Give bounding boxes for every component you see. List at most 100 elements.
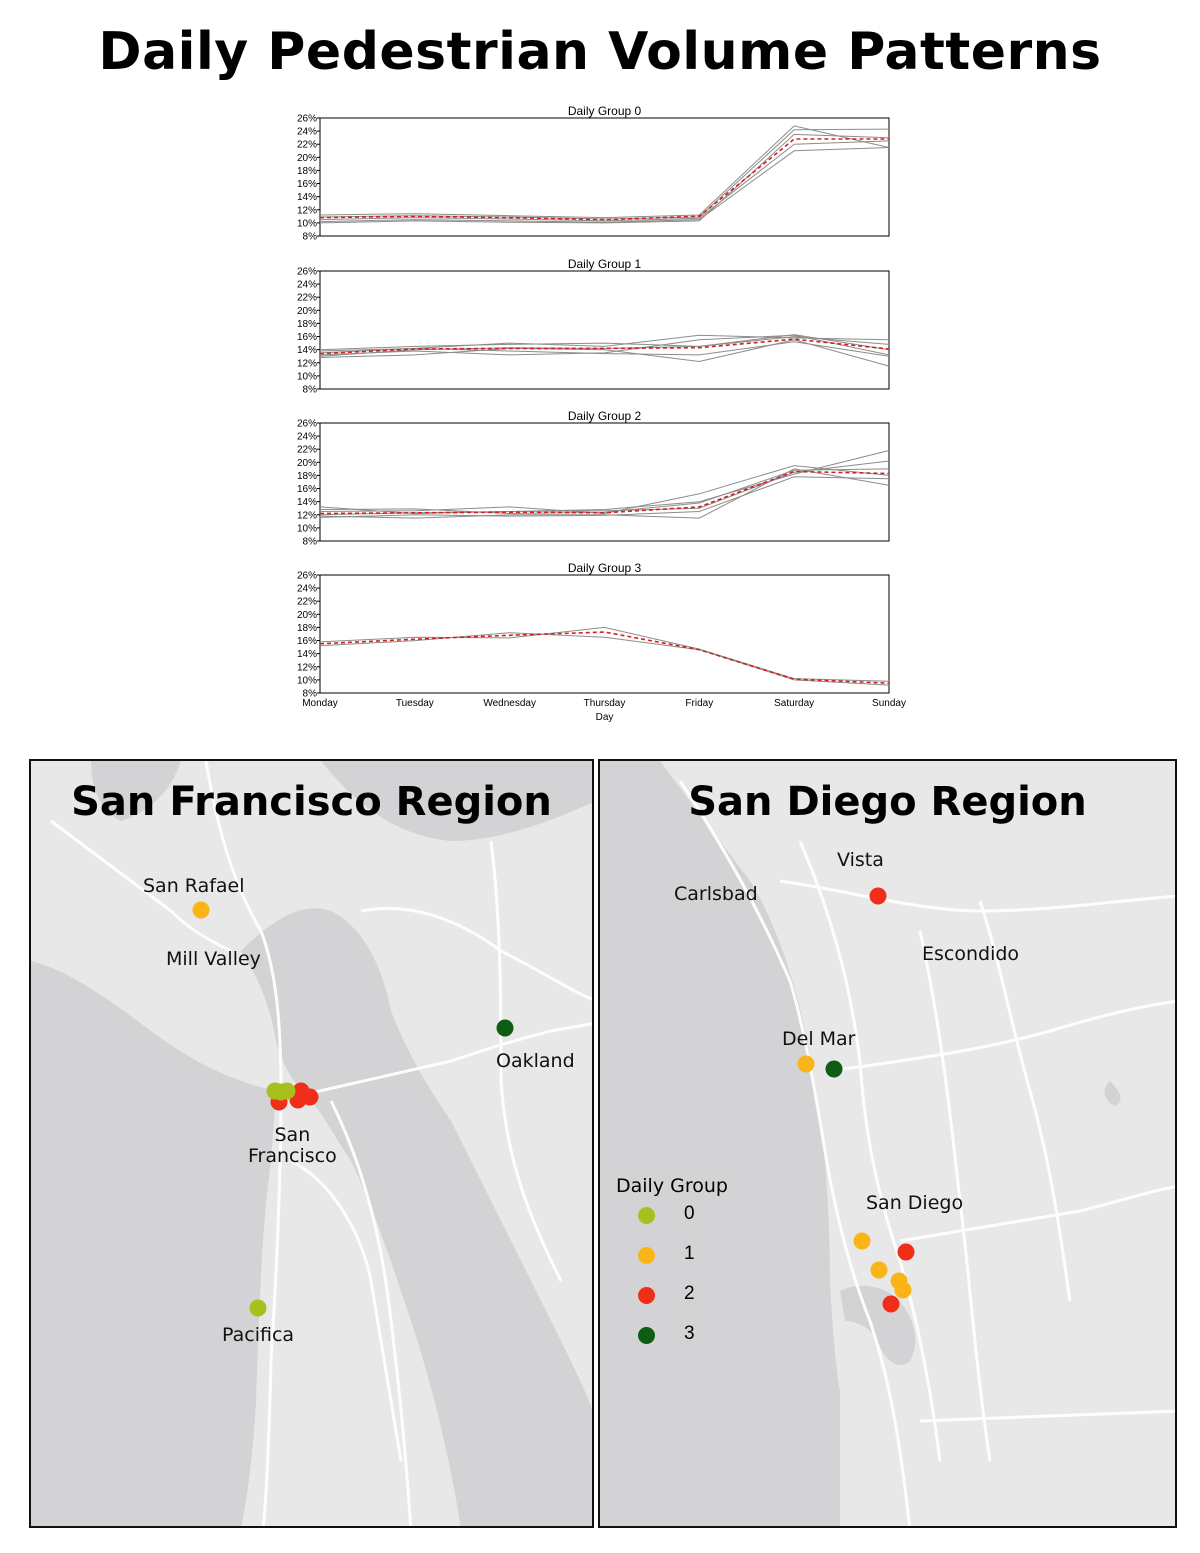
series-line xyxy=(319,468,890,519)
y-tick-label: 20% xyxy=(297,153,317,164)
x-tick-label: Thursday xyxy=(584,698,626,709)
x-tick-label: Tuesday xyxy=(396,698,434,709)
legend-label: 1 xyxy=(684,1243,695,1264)
legend-item-group-0: 0 xyxy=(616,1203,728,1243)
map-legend: Daily Group 0 1 2 3 xyxy=(616,1175,728,1363)
map-point-group-1[interactable] xyxy=(797,1055,815,1073)
city-label-pacifica: Pacifica xyxy=(222,1324,295,1346)
map-point-group-2[interactable] xyxy=(882,1295,900,1313)
line-chart: Daily Group 0 26% 24% 22% 20% 18% 16% 14% 12% 10%… xyxy=(297,104,890,243)
series-line xyxy=(319,460,890,516)
line-chart: Daily Group 2 26% 24% 22% 20% 18% 16% 14% 12% 10%… xyxy=(297,409,890,548)
y-tick-label: 22% xyxy=(297,445,317,456)
series-line xyxy=(319,125,890,219)
y-tick-label: 12% xyxy=(297,510,317,521)
x-tick-label: Monday xyxy=(302,698,338,709)
chart-panel-group-3: Daily Group 3 26% 24% 22% 20% 18% 16% 14% 12% 10%… xyxy=(288,557,908,723)
mean-series-line xyxy=(319,470,890,515)
series-line xyxy=(319,632,890,686)
city-label-san-francisco: San Francisco xyxy=(248,1124,337,1167)
city-label-del-mar: Del Mar xyxy=(782,1028,856,1050)
y-tick-label: 16% xyxy=(297,179,317,190)
legend-label: 2 xyxy=(684,1283,695,1304)
legend-item-group-1: 1 xyxy=(616,1243,728,1283)
y-tick-label: 18% xyxy=(297,623,317,634)
legend-swatch xyxy=(638,1287,655,1304)
map-san-diego[interactable]: San Diego Region Vista Carlsbad Escondid… xyxy=(598,759,1177,1528)
map-point-group-1[interactable] xyxy=(870,1261,888,1279)
map-point-group-2[interactable] xyxy=(292,1082,310,1100)
y-tick-label: 24% xyxy=(297,432,317,443)
chart-title: Daily Group 1 xyxy=(568,257,642,271)
map-san-francisco[interactable]: San Francisco Region San Rafael Mill Val… xyxy=(29,759,594,1528)
y-tick-label: 24% xyxy=(297,127,317,138)
legend-swatch xyxy=(638,1207,655,1224)
y-tick-label: 16% xyxy=(297,332,317,343)
city-label-san-diego: San Diego xyxy=(866,1192,964,1214)
plot-frame xyxy=(319,270,890,390)
y-tick-label: 26% xyxy=(297,571,317,582)
line-chart: Daily Group 3 26% 24% 22% 20% 18% 16% 14% 12% 10%… xyxy=(297,561,906,723)
map-point-group-2[interactable] xyxy=(897,1243,915,1261)
y-tick-label: 10% xyxy=(297,523,317,534)
plot-frame xyxy=(319,422,890,542)
y-tick-label: 22% xyxy=(297,597,317,608)
line-chart: Daily Group 1 26% 24% 22% 20% 18% 16% 14% 12% 10%… xyxy=(297,257,890,396)
city-label-carlsbad: Carlsbad xyxy=(674,883,758,905)
y-tick-label: 8% xyxy=(303,385,318,396)
map-point-group-2[interactable] xyxy=(869,887,887,905)
y-tick-label: 10% xyxy=(297,218,317,229)
y-tick-label: 12% xyxy=(297,358,317,369)
legend-swatch xyxy=(638,1247,655,1264)
map-point-group-1[interactable] xyxy=(853,1232,871,1250)
y-tick-label: 22% xyxy=(297,140,317,151)
city-label-san-rafael: San Rafael xyxy=(143,875,245,897)
chart-panel-group-2: Daily Group 2 26% 24% 22% 20% 18% 16% 14% 12% 10%… xyxy=(288,405,908,555)
map-point-group-3[interactable] xyxy=(496,1019,514,1037)
plot-frame xyxy=(319,574,890,694)
y-tick-label: 8% xyxy=(303,537,318,548)
series-line xyxy=(319,334,890,356)
legend-label: 0 xyxy=(684,1203,695,1224)
legend-title: Daily Group xyxy=(616,1175,728,1197)
x-tick-label: Sunday xyxy=(872,698,906,709)
y-tick-label: 18% xyxy=(297,319,317,330)
map-point-group-3[interactable] xyxy=(825,1060,843,1078)
mean-series-line xyxy=(319,631,890,684)
legend-swatch xyxy=(638,1327,655,1344)
map-point-group-0[interactable] xyxy=(278,1082,296,1100)
y-tick-label: 18% xyxy=(297,166,317,177)
series-line xyxy=(319,476,890,518)
y-tick-label: 16% xyxy=(297,484,317,495)
city-label-escondido: Escondido xyxy=(922,943,1020,965)
map-point-group-1[interactable] xyxy=(894,1281,912,1299)
y-tick-label: 16% xyxy=(297,636,317,647)
page-title: Daily Pedestrian Volume Patterns xyxy=(98,22,1102,82)
legend-item-group-2: 2 xyxy=(616,1283,728,1323)
series-line xyxy=(319,336,890,351)
y-tick-label: 14% xyxy=(297,497,317,508)
y-tick-label: 20% xyxy=(297,610,317,621)
y-tick-label: 12% xyxy=(297,205,317,216)
chart-title: Daily Group 2 xyxy=(568,409,642,423)
x-tick-label: Saturday xyxy=(774,698,814,709)
plot-frame xyxy=(319,117,890,237)
map-background xyxy=(600,761,1175,1526)
map-point-group-0[interactable] xyxy=(249,1299,267,1317)
y-tick-label: 10% xyxy=(297,675,317,686)
legend-label: 3 xyxy=(684,1323,695,1344)
map-title: San Francisco Region xyxy=(71,779,552,825)
series-line xyxy=(319,133,890,224)
y-tick-label: 18% xyxy=(297,471,317,482)
map-point-group-1[interactable] xyxy=(192,901,210,919)
chart-title: Daily Group 3 xyxy=(568,561,642,575)
series-line xyxy=(319,450,890,515)
y-tick-label: 14% xyxy=(297,345,317,356)
y-tick-label: 10% xyxy=(297,371,317,382)
city-label-mill-valley: Mill Valley xyxy=(166,948,261,970)
y-tick-label: 24% xyxy=(297,280,317,291)
y-tick-label: 12% xyxy=(297,662,317,673)
city-label-vista: Vista xyxy=(837,849,884,871)
series-line xyxy=(319,465,890,515)
x-tick-label: Friday xyxy=(685,698,713,709)
